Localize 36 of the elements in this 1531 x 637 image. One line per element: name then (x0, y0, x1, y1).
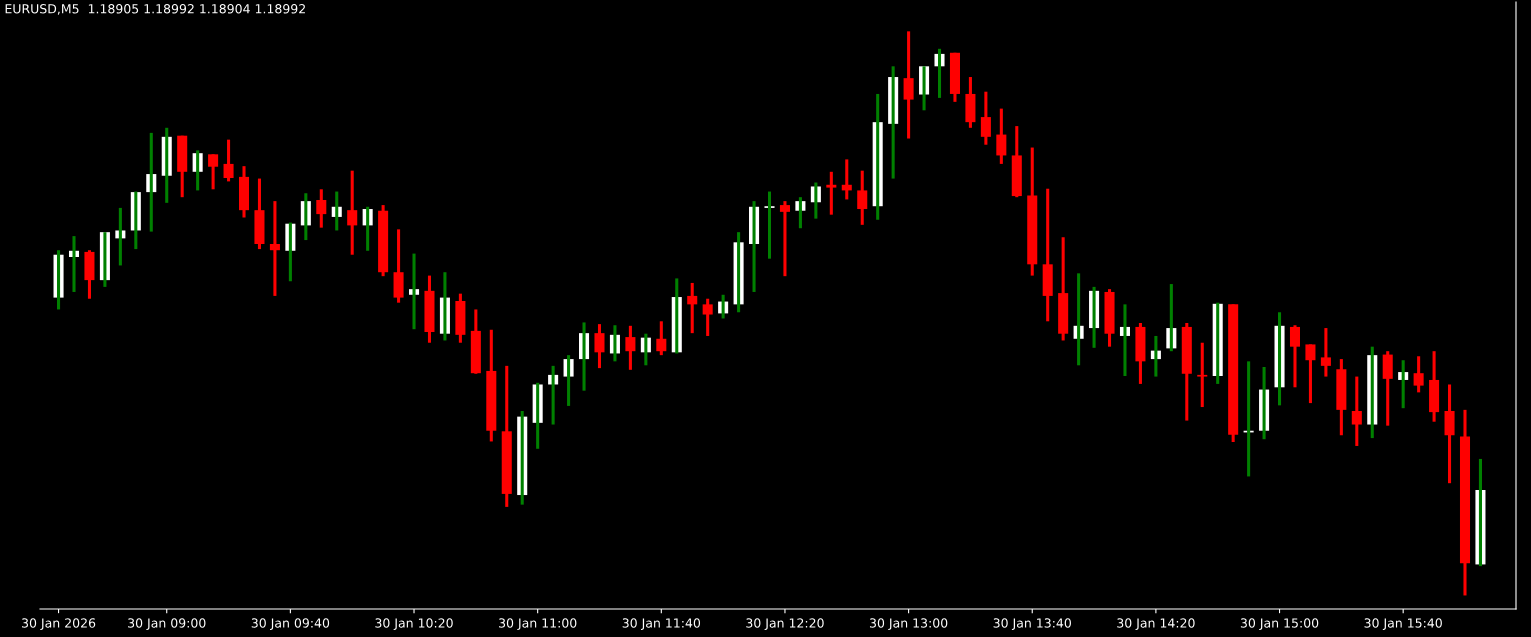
x-tick-label: 30 Jan 15:40 (1364, 618, 1442, 631)
candlestick (1197, 342, 1208, 409)
x-tick-label: 30 Jan 11:00 (499, 618, 577, 631)
candlestick (702, 298, 713, 336)
candlestick (1413, 356, 1424, 393)
candlestick (269, 201, 280, 296)
candlestick (1305, 344, 1316, 405)
candlestick (903, 31, 914, 139)
x-tick-label: 30 Jan 14:20 (1117, 618, 1195, 631)
candlestick (347, 170, 358, 255)
candlestick (764, 191, 775, 259)
x-tick-label: 30 Jan 09:00 (128, 618, 206, 631)
candlestick (980, 91, 991, 145)
x-tick-label: 30 Jan 13:00 (869, 618, 948, 631)
x-tick-label: 30 Jan 11:40 (622, 618, 701, 631)
candlestick (996, 108, 1007, 164)
x-tick-label: 30 Jan 12:20 (746, 618, 824, 631)
candlestick (826, 170, 837, 215)
x-tick-label: 30 Jan 2026 (22, 618, 96, 631)
candlestick (779, 201, 790, 278)
x-tick-label: 30 Jan 15:00 (1240, 618, 1319, 631)
candlestick (316, 189, 327, 228)
candlestick (687, 281, 698, 335)
candlestick (625, 324, 636, 370)
candlestick (223, 139, 234, 182)
candlestick (656, 321, 667, 357)
x-tick-label: 30 Jan 09:40 (251, 618, 330, 631)
candlestick (208, 154, 219, 190)
candlestick (1289, 325, 1301, 388)
candlestick (1351, 376, 1362, 446)
candlestick (594, 324, 605, 370)
candlestick (1320, 328, 1331, 377)
x-tick-label: 30 Jan 13:40 (993, 618, 1071, 631)
candlestick (857, 170, 868, 225)
chart-title: EURUSD,M5 1.18905 1.18992 1.18904 1.18992 (5, 4, 305, 15)
x-tick-label: 30 Jan 10:20 (375, 618, 453, 631)
